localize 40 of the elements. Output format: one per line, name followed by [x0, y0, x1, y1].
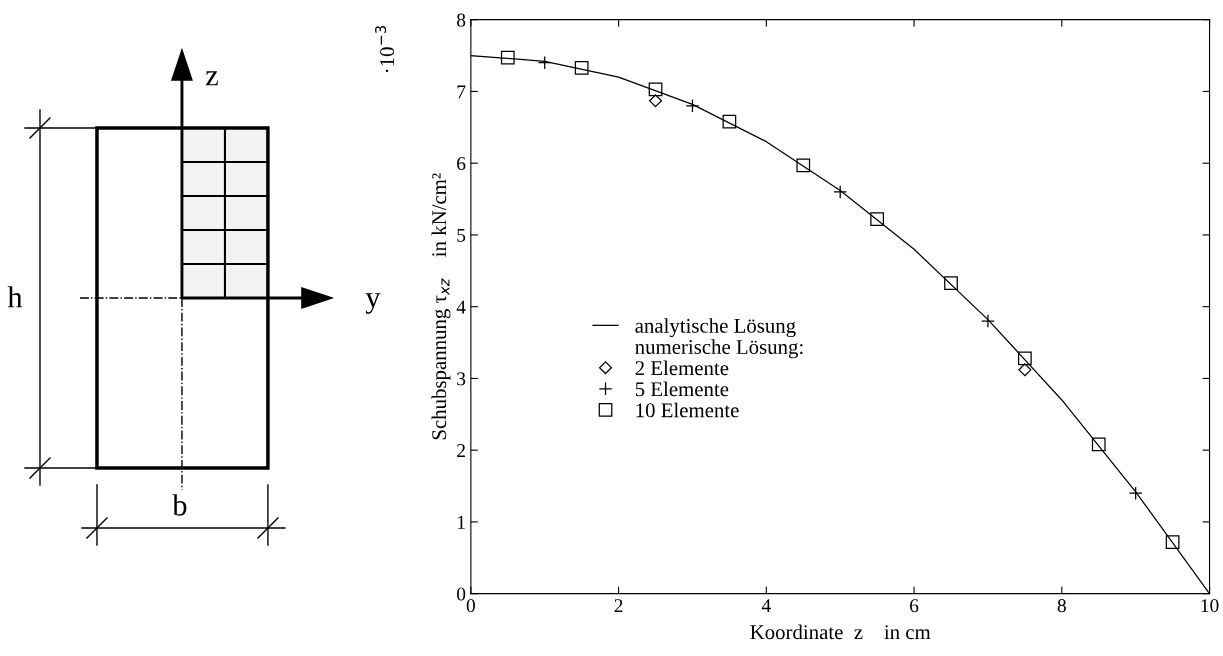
point — [722, 114, 737, 129]
point — [1017, 351, 1032, 366]
point — [1018, 363, 1032, 377]
point — [1165, 535, 1180, 549]
text: h — [7, 286, 23, 308]
legend-label: analytische Lösung — [635, 318, 796, 338]
x-tick-label: 2 — [614, 599, 623, 613]
y-tick-label: 3 — [457, 372, 466, 386]
y-tick-label: 8 — [457, 13, 466, 27]
y-tick-label: 7 — [457, 85, 466, 99]
x-tick-label: 0 — [466, 599, 475, 613]
point — [574, 60, 589, 75]
text: z — [205, 71, 218, 86]
annotation: numerische Lösung: — [635, 339, 803, 359]
point — [537, 55, 552, 70]
legend-label: 5 Elemente — [635, 381, 729, 397]
y-tick-label: 5 — [457, 228, 466, 242]
point — [648, 82, 663, 97]
point — [796, 158, 811, 173]
point — [1091, 437, 1106, 452]
x-tick-label: 8 — [1057, 599, 1066, 613]
x-tick-label: 10 — [1201, 599, 1219, 613]
point — [649, 94, 663, 108]
x-tick-label: 6 — [910, 599, 919, 613]
legend-label: 2 Elemente — [635, 360, 729, 376]
y-tick-label: 0 — [457, 587, 466, 601]
text: ·10$^{−3}$ — [375, 26, 395, 73]
text: y — [365, 293, 381, 314]
point — [944, 276, 958, 290]
legend-label: 10 Elemente — [636, 402, 739, 418]
y-tick-label: 2 — [457, 444, 465, 457]
point — [870, 212, 885, 227]
y-tick-label: 4 — [456, 300, 466, 314]
text: b — [172, 494, 187, 516]
y-tick-label: 1 — [457, 515, 465, 529]
x-axis-title: Koordinate z in cm — [750, 624, 931, 640]
x-tick-label: 4 — [761, 599, 771, 613]
text: Schubspannung τ$_{xz}$ in kN/cm² — [431, 173, 451, 440]
point — [500, 50, 515, 65]
y-tick-label: 6 — [457, 157, 466, 171]
